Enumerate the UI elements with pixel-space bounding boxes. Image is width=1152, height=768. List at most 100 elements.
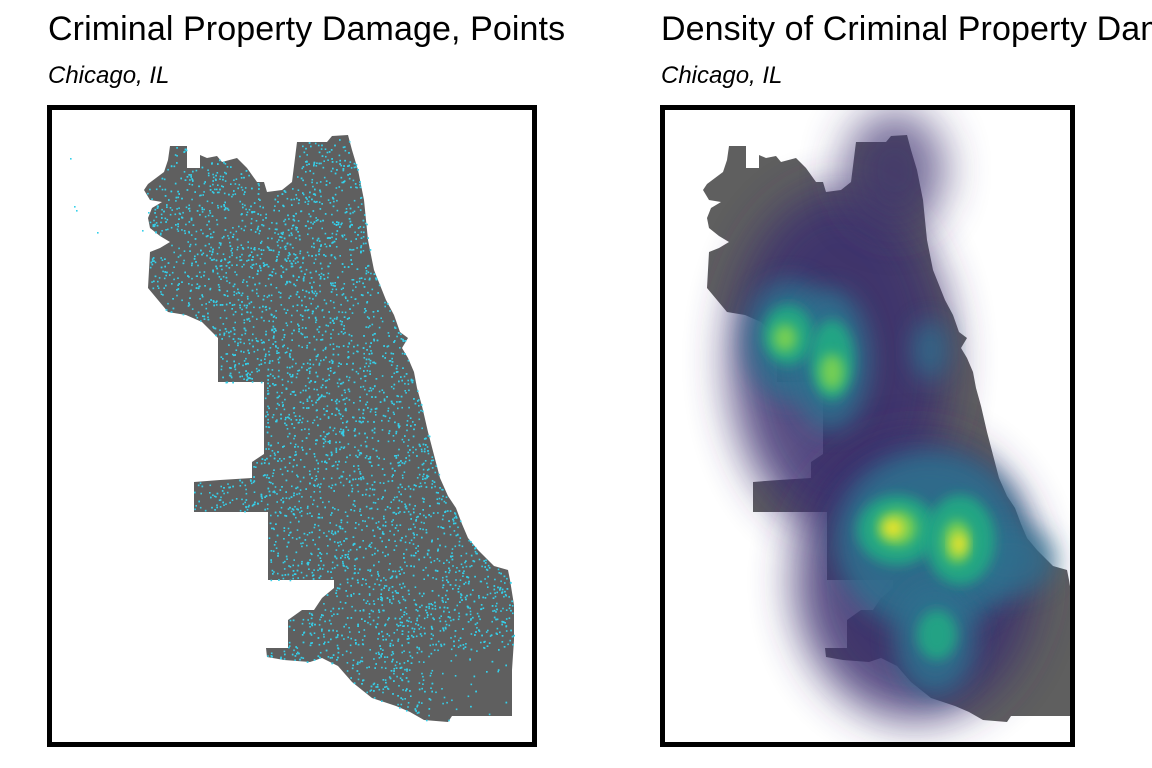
crime-point <box>187 305 190 307</box>
crime-point <box>287 541 290 544</box>
crime-point <box>487 586 489 588</box>
crime-point <box>267 387 269 389</box>
crime-point <box>481 565 483 568</box>
crime-point <box>416 477 419 479</box>
crime-point <box>392 474 394 476</box>
crime-point <box>394 540 396 542</box>
crime-point <box>382 691 384 694</box>
crime-point <box>350 594 352 596</box>
crime-point <box>249 373 251 376</box>
crime-point <box>341 311 344 314</box>
crime-point <box>331 413 333 415</box>
crime-point <box>357 663 359 665</box>
crime-point <box>288 252 290 254</box>
crime-point <box>433 481 436 483</box>
crime-point <box>431 467 434 469</box>
crime-point <box>297 220 300 222</box>
crime-point <box>272 472 275 475</box>
crime-point <box>245 488 247 491</box>
crime-point <box>391 520 393 523</box>
crime-point <box>319 262 322 265</box>
crime-point <box>287 347 289 350</box>
crime-point <box>313 200 316 203</box>
crime-point <box>423 592 425 595</box>
crime-point <box>370 408 373 411</box>
crime-point <box>242 279 245 281</box>
crime-point <box>424 690 426 693</box>
crime-point <box>383 345 385 347</box>
crime-point <box>350 186 352 189</box>
crime-point <box>511 635 514 638</box>
crime-point <box>320 162 322 165</box>
crime-point <box>252 333 254 336</box>
crime-point <box>216 252 219 255</box>
crime-point <box>331 362 334 364</box>
crime-point <box>453 517 456 519</box>
crime-point <box>244 225 247 228</box>
crime-point <box>324 506 326 509</box>
crime-point <box>348 356 350 358</box>
crime-point <box>417 545 419 547</box>
crime-point <box>349 549 352 551</box>
crime-point <box>430 603 432 605</box>
crime-point <box>330 170 333 173</box>
crime-point <box>429 699 432 701</box>
crime-point <box>292 275 295 278</box>
crime-point <box>229 231 232 234</box>
crime-point <box>512 612 514 615</box>
crime-point <box>365 505 368 508</box>
crime-point <box>422 528 424 531</box>
crime-point <box>272 482 274 485</box>
crime-point <box>299 391 302 394</box>
crime-point <box>343 325 345 327</box>
crime-point <box>464 581 467 584</box>
crime-point <box>274 486 277 488</box>
crime-point <box>248 302 251 305</box>
crime-point <box>153 219 155 222</box>
crime-point <box>358 546 361 549</box>
crime-point <box>260 269 262 272</box>
crime-point <box>190 217 193 220</box>
crime-point <box>441 527 444 529</box>
crime-point <box>495 605 497 607</box>
crime-point <box>340 323 343 326</box>
crime-point <box>200 492 202 495</box>
crime-point <box>355 522 357 524</box>
crime-point <box>394 664 397 667</box>
crime-point <box>197 264 199 267</box>
crime-point <box>446 559 448 562</box>
crime-point <box>465 565 468 568</box>
crime-point <box>238 225 240 228</box>
crime-point <box>221 304 224 306</box>
crime-point <box>253 247 256 249</box>
crime-point <box>326 552 328 555</box>
crime-point <box>285 268 288 271</box>
crime-point <box>323 408 325 410</box>
crime-point <box>273 544 276 546</box>
crime-point <box>401 621 403 624</box>
crime-point <box>212 180 214 182</box>
crime-point <box>420 485 423 488</box>
crime-point <box>243 360 246 362</box>
crime-point <box>261 458 264 460</box>
crime-point <box>423 627 426 630</box>
crime-point <box>308 387 310 390</box>
crime-point <box>346 537 348 540</box>
crime-point <box>330 451 333 454</box>
crime-point <box>184 271 186 274</box>
crime-point <box>366 436 368 439</box>
crime-point <box>382 524 384 527</box>
crime-point <box>186 176 189 178</box>
crime-point <box>410 695 412 697</box>
crime-point <box>343 266 346 268</box>
crime-point <box>182 313 185 316</box>
crime-point <box>281 193 284 195</box>
crime-point <box>383 577 385 579</box>
crime-point <box>389 462 392 465</box>
crime-point <box>446 607 449 609</box>
crime-point <box>240 173 243 175</box>
crime-point <box>315 355 318 358</box>
crime-point <box>215 334 217 337</box>
crime-point <box>397 592 399 594</box>
crime-point <box>215 301 217 304</box>
